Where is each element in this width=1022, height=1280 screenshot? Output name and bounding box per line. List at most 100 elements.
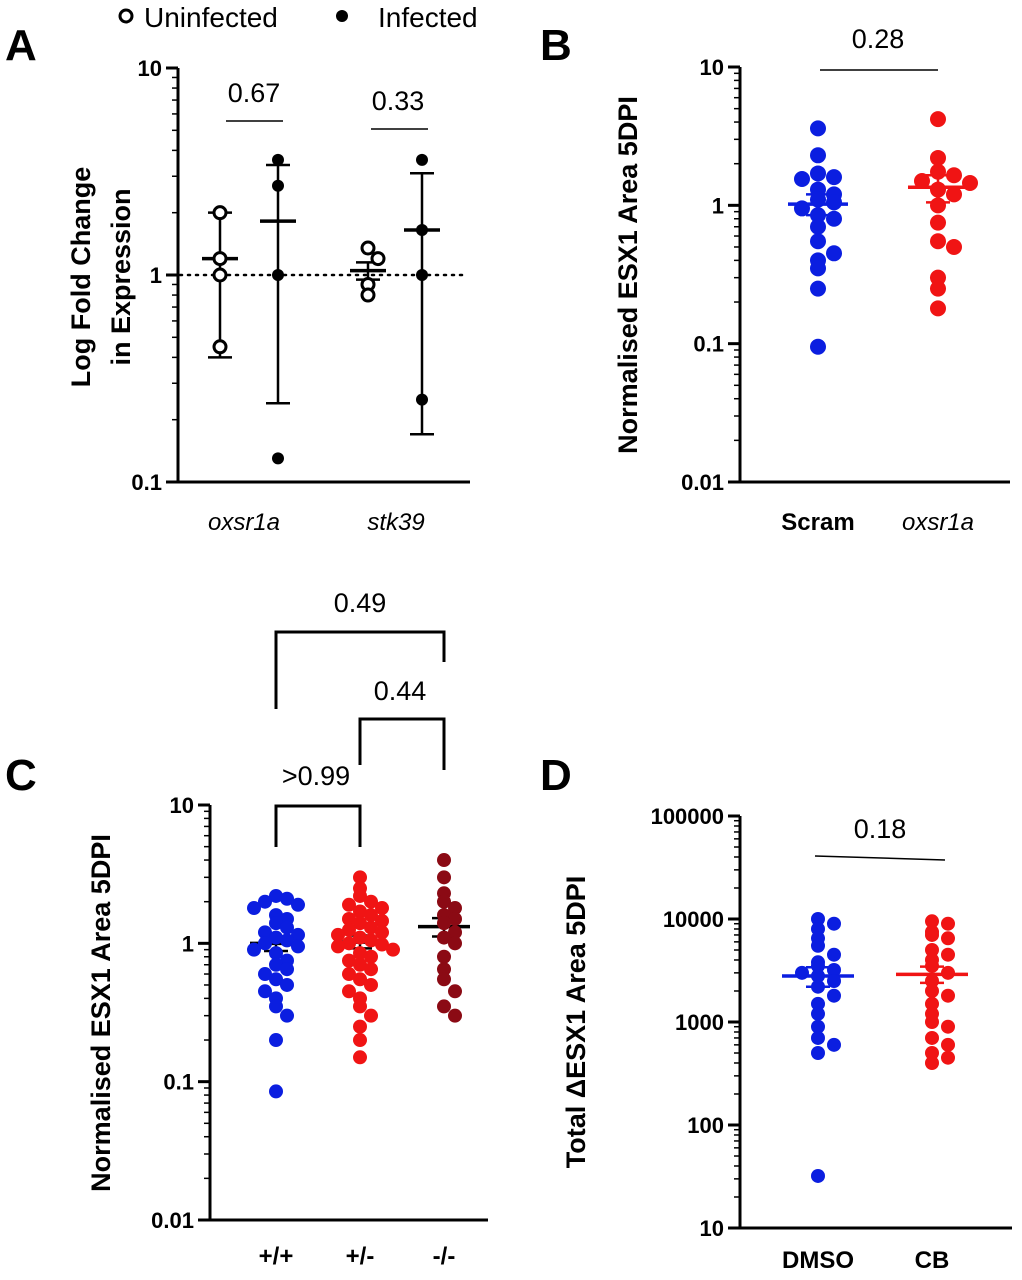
panel-d-axes: 100000 10000 1000 100 10 DMSO CB [651, 804, 1012, 1274]
panel-c-het-point [342, 967, 356, 982]
y-tick-label: 0.1 [693, 332, 724, 357]
panel-d-dmso-point [827, 916, 841, 931]
panel-a-oxsr1a-uninfected-point [212, 251, 228, 267]
panel-a-oxsr1a-infected-point [272, 452, 284, 465]
panel-b-xtick-oxsr1a: oxsr1a [902, 509, 974, 536]
panel-c-het-point [364, 949, 378, 964]
panel-b-plot-area [788, 111, 978, 355]
panel-b-ylabel: Normalised ESX1 Area 5DPI [613, 96, 643, 454]
panel-b-scram-point [794, 200, 810, 217]
panel-c-wt-point [269, 946, 283, 961]
panel-a-stk39-infected-point [416, 153, 428, 166]
legend-uninfected-label: Uninfected [144, 2, 278, 33]
panel-c-het-point [353, 946, 367, 961]
panel-b-oxsr1a-point [930, 149, 946, 166]
panel-b-scram-point [810, 207, 826, 224]
panel-c-hom-point [437, 870, 451, 885]
panel-b-scram-point [810, 260, 826, 277]
panel-a-axes: 10 1 0.1 oxsr1a stk39 [131, 56, 470, 536]
panel-c-hom-point [437, 894, 451, 909]
panel-d-dmso-point [827, 988, 841, 1003]
panel-c-hom-point [437, 930, 451, 945]
panel-b-scram-point [810, 280, 826, 297]
panel-c-ylabel: Normalised ESX1 Area 5DPI [86, 834, 116, 1192]
panel-d: D Total ΔESX1 Area 5DPI 1000001000010001… [540, 751, 1012, 1274]
panel-d-cb-point [925, 914, 939, 929]
panel-c-hom-point [448, 911, 462, 926]
panel-b-scram-point [826, 169, 842, 186]
panel-a-pvalue-stk39: 0.33 [372, 86, 425, 116]
panel-b-oxsr1a-point [946, 167, 962, 184]
panel-c-plot-area [247, 853, 470, 1099]
panel-a-ylabel-line1: Log Fold Change [66, 167, 96, 387]
panel-c-het-point [375, 914, 389, 929]
panel-c-wt-point [269, 1084, 283, 1099]
panel-a-y-ticks: 10 1 0.1 [131, 56, 178, 495]
y-tick-label: 10 [700, 55, 724, 80]
panel-b-scram-point [826, 245, 842, 262]
panel-d-cb-point [925, 996, 939, 1011]
panel-c-het-point [364, 894, 378, 909]
panel-a-oxsr1a-uninfected-point [212, 267, 228, 283]
panel-b-scram-point [810, 147, 826, 164]
panel-c-wt-point [280, 933, 294, 948]
panel-a-stk39-infected-point [416, 393, 428, 406]
panel-c-het-point [353, 1019, 367, 1034]
y-tick-label: 0.01 [681, 470, 724, 495]
panel-c-het-point [364, 962, 378, 977]
y-tick-label: 1 [150, 263, 162, 288]
panel-c-hom-point [437, 999, 451, 1014]
panel-c-wt-point [269, 930, 283, 945]
panel-d-cb-point [941, 931, 955, 946]
y-tick-label: 100000 [651, 804, 724, 829]
panel-d-cb-point [925, 1046, 939, 1061]
panel-a-oxsr1a-infected-point [272, 269, 284, 281]
panel-c-het-point [375, 925, 389, 940]
panel-c-het-point [353, 870, 367, 885]
y-tick-label: 1000 [675, 1010, 724, 1035]
panel-a-stk39-infected-point [416, 223, 428, 236]
panel-letter-d: D [540, 751, 572, 800]
legend-infected-label: Infected [378, 2, 478, 33]
panel-d-comparison-line [814, 855, 946, 861]
panel-c-hom-point [437, 916, 451, 931]
panel-a-oxsr1a-uninfected-point [212, 339, 228, 355]
y-tick-label: 1 [712, 193, 724, 218]
panel-d-dmso-point [811, 1046, 825, 1061]
legend-filled-marker [336, 10, 348, 22]
panel-d-dmso-point [811, 1006, 825, 1021]
panel-d-cb-point [941, 947, 955, 962]
panel-d-dmso-point [811, 1030, 825, 1045]
panel-d-cb-point [925, 927, 939, 942]
panel-d-cb-point [925, 1030, 939, 1045]
panel-c-hom-point [448, 1008, 462, 1023]
y-tick-label: 100 [687, 1113, 724, 1138]
panel-a-ylabel-line2: in Expression [106, 188, 136, 365]
y-tick-label: 0.01 [151, 1208, 194, 1233]
panel-d-dmso-point [827, 962, 841, 977]
panel-a-oxsr1a-infected-point [272, 153, 284, 166]
panel-b-oxsr1a-point [930, 233, 946, 250]
panel-c-wt-point [269, 957, 283, 972]
panel-b-oxsr1a-point [930, 163, 946, 180]
panel-c-wt-point [280, 891, 294, 906]
y-tick-label: 0.1 [131, 470, 162, 495]
panel-c-het-point [353, 957, 367, 972]
panel-b-comparisons: 0.28 [820, 24, 938, 71]
panel-d-dmso-point [811, 1168, 825, 1183]
panel-d-cb-point [925, 983, 939, 998]
panel-d-dmso-point [795, 965, 809, 980]
panel-c-het-point [353, 1050, 367, 1065]
panel-d-cb-point [941, 1050, 955, 1065]
panel-c-hom-point [448, 936, 462, 951]
panel-c-wt-point [291, 939, 305, 954]
panel-c-het-point [375, 937, 389, 952]
panel-c-wt-point [258, 925, 272, 940]
legend: Uninfected Infected [118, 2, 478, 33]
panel-d-cb-point [941, 965, 955, 980]
panel-c-hom-point [448, 984, 462, 999]
y-tick-label: 0.1 [163, 1070, 194, 1095]
panel-b-oxsr1a-point [962, 175, 978, 192]
panel-c-wt-point [247, 942, 261, 957]
panel-c-xtick-hom: -/- [433, 1243, 456, 1270]
